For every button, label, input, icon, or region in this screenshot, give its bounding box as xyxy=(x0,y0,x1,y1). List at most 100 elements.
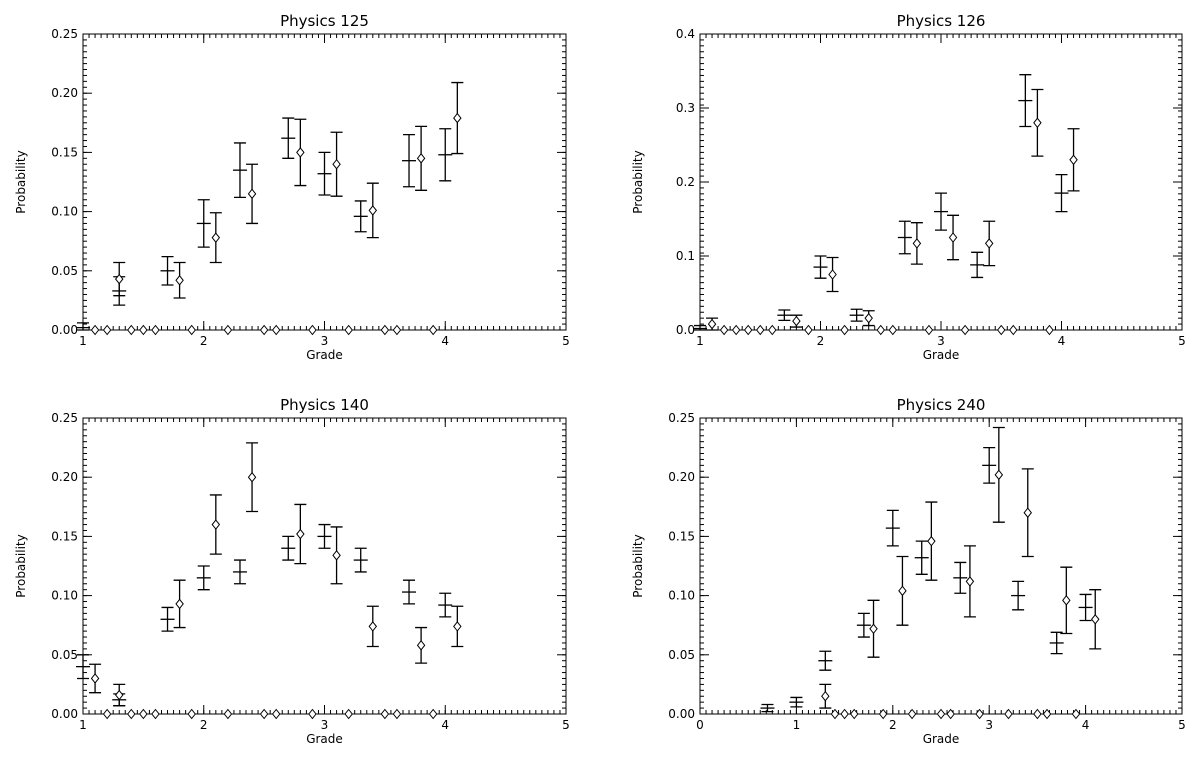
diamond-point xyxy=(453,621,462,632)
y-tick-label: 0.20 xyxy=(51,470,78,484)
diamond-point xyxy=(830,708,840,720)
diamond-point xyxy=(731,324,741,336)
series-2 xyxy=(706,88,1080,331)
diamond-point xyxy=(840,708,849,720)
error-bar xyxy=(77,322,89,331)
plot-frame xyxy=(82,417,567,715)
diamond-point xyxy=(139,324,148,336)
diamond-point xyxy=(175,598,184,610)
x-tick-label: 3 xyxy=(985,718,993,732)
chart-panel-3: 1 2 3 4 5 0.00 0.05 0.10 0.15 0.20 0.25 Physics 140… xyxy=(14,396,570,746)
diamond-point xyxy=(768,324,777,336)
diamond-point xyxy=(102,708,112,720)
series-3 xyxy=(719,324,1054,336)
diamond-point xyxy=(869,623,878,635)
diamond-point xyxy=(907,708,917,720)
series-2 xyxy=(113,81,464,299)
y-tick-label: 0.00 xyxy=(668,707,695,721)
y-tick-label: 0.15 xyxy=(51,529,78,543)
diamond-point xyxy=(1045,324,1054,336)
y-tick-label: 0.0 xyxy=(676,323,695,337)
y-tick-label: 0.25 xyxy=(51,27,78,41)
y-tick-label: 0.00 xyxy=(51,323,78,337)
series-3 xyxy=(90,324,438,336)
y-tick-label: 0.25 xyxy=(668,411,695,425)
diamond-point xyxy=(821,690,830,702)
minor-ticks xyxy=(700,418,1182,714)
error-bar xyxy=(694,324,706,331)
x-axis-title: Grade xyxy=(923,732,960,746)
diamond-point xyxy=(296,147,305,158)
diamond-point xyxy=(187,708,196,720)
y-axis-title: Probability xyxy=(631,534,645,597)
chart-panel-1: 1 2 3 4 5 0.00 0.05 0.10 0.15 0.20 0.25 Physics 125… xyxy=(14,12,570,362)
diamond-point xyxy=(247,188,257,200)
diamond-point xyxy=(876,324,885,336)
diamond-point xyxy=(946,708,955,720)
x-tick-label: 3 xyxy=(937,334,945,348)
y-tick-label: 0.20 xyxy=(668,470,695,484)
y-tick-label: 0.05 xyxy=(51,264,78,278)
diamond-point xyxy=(864,312,873,324)
diamond-point xyxy=(756,324,765,336)
y-tick-label: 0.20 xyxy=(51,86,78,100)
diamond-point xyxy=(984,238,994,249)
chart-panel-2: 1 2 3 4 5 0.0 0.1 0.2 0.3 0.4 Physics 126 Grade Prob… xyxy=(631,12,1186,362)
y-tick-label: 0.00 xyxy=(51,707,78,721)
diamond-point xyxy=(392,708,402,720)
diamond-point xyxy=(428,708,438,720)
diamond-point xyxy=(223,324,233,336)
diamond-point xyxy=(259,708,269,720)
diamond-point xyxy=(1090,613,1100,625)
diamond-point xyxy=(308,324,317,336)
diamond-point xyxy=(1042,708,1052,720)
chart-title: Physics 240 xyxy=(897,396,986,414)
diamond-point xyxy=(296,528,305,540)
diamond-point xyxy=(223,708,233,720)
diamond-point xyxy=(127,708,136,720)
diamond-point xyxy=(151,324,160,336)
diamond-point xyxy=(792,315,801,327)
x-tick-label: 2 xyxy=(200,334,208,348)
diamond-point xyxy=(344,708,353,720)
y-axis-title: Probability xyxy=(14,534,28,597)
diamond-point xyxy=(960,324,970,336)
diamond-point xyxy=(428,324,438,336)
diamond-point xyxy=(888,324,898,336)
diamond-point xyxy=(840,324,849,336)
y-tick-label: 0.1 xyxy=(676,249,695,263)
diamond-point xyxy=(271,708,281,720)
diamond-point xyxy=(187,324,196,336)
chart-panel-4: 0 1 2 3 4 5 0.00 0.05 0.10 0.15 0.20 0.25 Physics 24… xyxy=(631,396,1186,746)
x-tick-label: 1 xyxy=(79,334,87,348)
diamond-point xyxy=(332,550,341,561)
y-tick-label: 0.25 xyxy=(51,411,78,425)
y-tick-label: 0.10 xyxy=(51,205,78,219)
diamond-point xyxy=(416,640,426,651)
diamond-point xyxy=(1023,507,1033,519)
x-tick-label: 2 xyxy=(817,334,825,348)
diamond-point xyxy=(271,324,281,336)
series-2 xyxy=(819,426,1102,709)
series-1 xyxy=(76,117,453,331)
series-1 xyxy=(760,446,1093,713)
diamond-point xyxy=(1033,117,1042,129)
diamond-point xyxy=(912,238,922,249)
minor-ticks xyxy=(700,34,1182,330)
diamond-point xyxy=(975,708,984,720)
diamond-point xyxy=(828,269,837,280)
diamond-point xyxy=(878,708,888,720)
diamond-point xyxy=(332,158,341,170)
x-tick-label: 3 xyxy=(321,718,329,732)
diamond-point xyxy=(948,232,958,243)
y-tick-label: 0.10 xyxy=(668,589,695,603)
minor-ticks xyxy=(83,418,566,714)
diamond-point xyxy=(380,324,390,336)
diamond-point xyxy=(994,469,1004,481)
diamond-point xyxy=(898,585,907,597)
x-tick-label: 1 xyxy=(793,718,801,732)
diamond-point xyxy=(259,324,269,336)
diamond-point xyxy=(90,673,100,684)
y-tick-label: 0.05 xyxy=(668,648,695,662)
diamond-point xyxy=(965,576,975,587)
